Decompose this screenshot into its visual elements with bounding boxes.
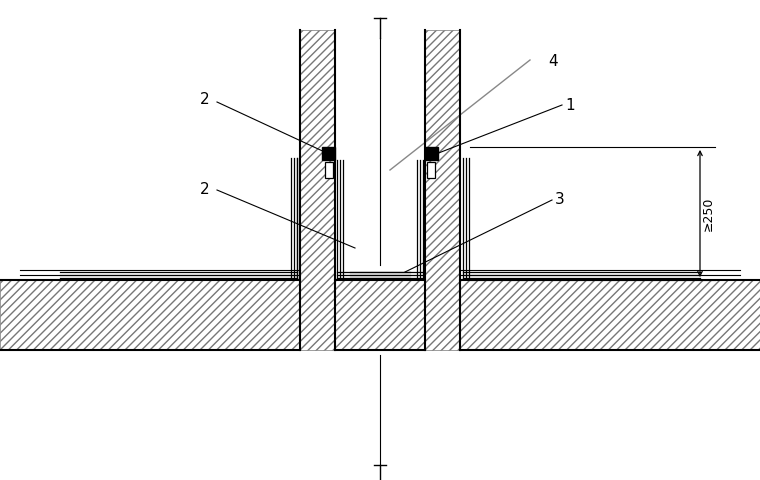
Bar	[425, 30, 460, 350]
Bar	[460, 280, 760, 350]
Text: 2: 2	[200, 182, 210, 197]
Text: ≥250: ≥250	[701, 196, 714, 231]
Text: 3: 3	[555, 192, 565, 207]
Text: 4: 4	[548, 55, 558, 70]
Bar	[0, 280, 300, 350]
Text: 2: 2	[200, 93, 210, 108]
Bar	[325, 162, 333, 178]
Text: 1: 1	[565, 97, 575, 112]
Bar	[335, 280, 425, 350]
Bar	[425, 147, 438, 160]
Bar	[322, 147, 335, 160]
Bar	[427, 162, 435, 178]
Bar	[300, 30, 335, 350]
